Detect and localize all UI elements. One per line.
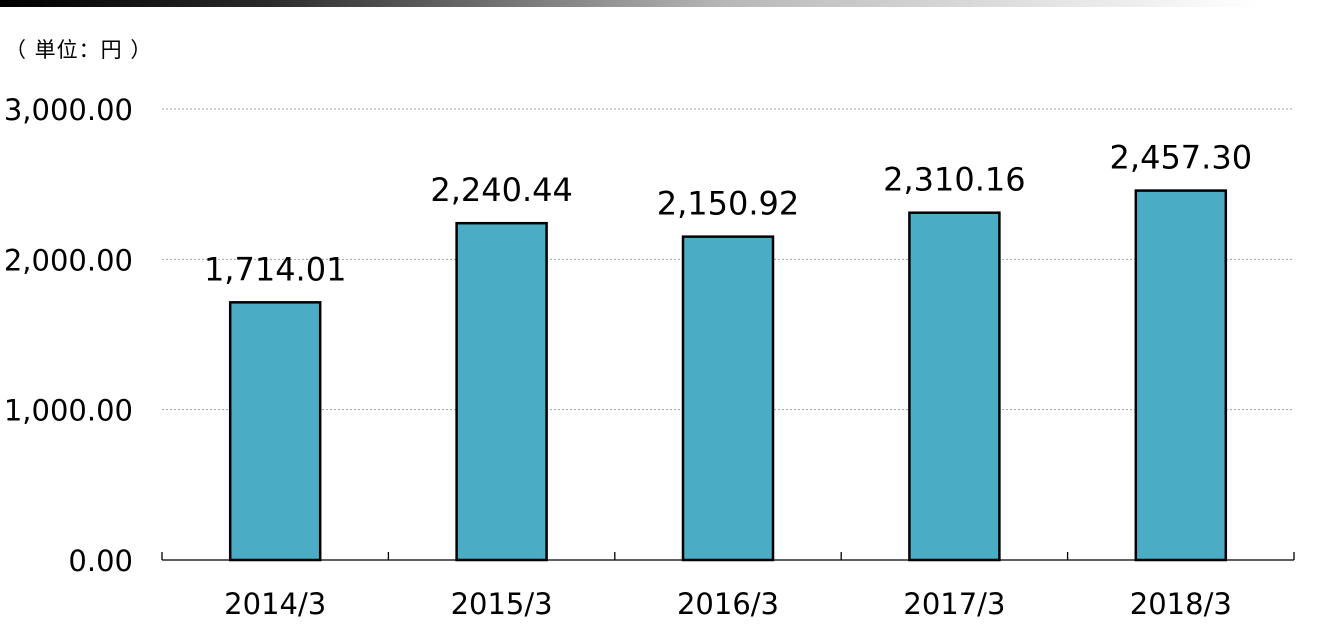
x-tick-label: 2018/3 <box>1130 587 1232 621</box>
bar <box>908 211 1001 562</box>
y-tick-label: 0.00 <box>68 544 133 578</box>
data-label: 1,714.01 <box>204 250 347 288</box>
header-gradient-bar <box>0 0 1324 7</box>
unit-label: （ 単位：円 ） <box>5 38 153 62</box>
y-tick-label: 3,000.00 <box>4 93 133 127</box>
y-axis-tick-labels: 0.00 1,000.00 2,000.00 3,000.00 <box>4 93 133 578</box>
x-tick-label: 2014/3 <box>224 587 326 621</box>
data-label: 2,457.30 <box>1110 139 1253 177</box>
x-tick-label: 2015/3 <box>451 587 553 621</box>
data-label: 2,150.92 <box>657 185 800 223</box>
bar <box>681 235 775 562</box>
bar <box>455 221 548 562</box>
data-label: 2,240.44 <box>430 171 573 209</box>
bar <box>1134 189 1228 562</box>
x-axis-tick-labels: 2014/3 2015/3 2016/3 2017/3 2018/3 <box>224 587 1232 621</box>
y-tick-label: 2,000.00 <box>4 243 133 277</box>
data-labels: 1,714.01 2,240.44 2,150.92 2,310.16 2,457.30 <box>204 139 1252 289</box>
x-tick-label: 2017/3 <box>903 587 1005 621</box>
y-tick-label: 1,000.00 <box>4 394 133 428</box>
data-label: 2,310.16 <box>883 161 1026 199</box>
x-tick-label: 2016/3 <box>677 587 779 621</box>
bar <box>228 301 322 562</box>
bars <box>228 189 1228 562</box>
